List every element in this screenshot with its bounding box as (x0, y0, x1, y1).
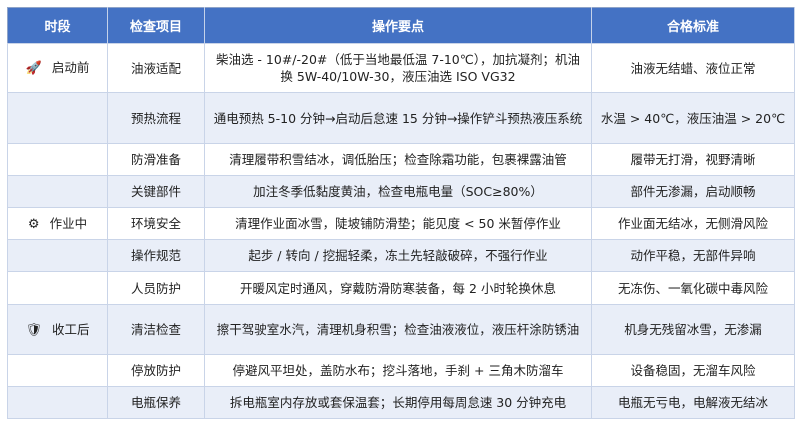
phase-cell (7, 354, 108, 387)
header-phase: 时段 (7, 7, 108, 44)
phase-cell (7, 239, 108, 272)
operation-cell: 清理履带积雪结冰，调低胎压；检查除霜功能，包裹裸露油管 (204, 143, 592, 176)
standard-cell: 作业面无结冰，无侧滑风险 (591, 207, 795, 240)
operation-cell: 起步 / 转向 / 挖掘轻柔，冻土先轻敲破碎，不强行作业 (204, 239, 592, 272)
phase-cell (7, 143, 108, 176)
winter-checklist-table: 时段 检查项目 操作要点 合格标准 🚀 启动前 油液适配 柴油选 - 10#/-20#… (7, 7, 795, 419)
standard-cell: 无冻伤、一氧化碳中毒风险 (591, 271, 795, 305)
header-standard: 合格标准 (591, 7, 795, 44)
table-row: 防滑准备 清理履带积雪结冰，调低胎压；检查除霜功能，包裹裸露油管 履带无打滑，视野清… (7, 143, 795, 176)
phase-label: 作业中 (49, 215, 88, 231)
item-cell: 人员防护 (107, 271, 205, 305)
standard-cell: 部件无渗漏，启动顺畅 (591, 175, 795, 208)
item-cell: 预热流程 (107, 92, 205, 144)
item-cell: 清洁检查 (107, 304, 205, 355)
phase-cell: ⚙ 作业中 (7, 207, 108, 240)
phase-cell (7, 92, 108, 144)
item-cell: 停放防护 (107, 354, 205, 387)
standard-cell: 水温 > 40℃，液压油温 > 20℃ (591, 92, 795, 144)
operation-cell: 擦干驾驶室水汽，清理机身积雪；检查油液液位，液压杆涂防锈油 (204, 304, 592, 355)
standard-cell: 机身无残留冰雪，无渗漏 (591, 304, 795, 355)
table-row: 停放防护 停避风平坦处，盖防水布；挖斗落地，手刹 + 三角木防溜车 设备稳固，无溜车… (7, 354, 795, 387)
standard-cell: 设备稳固，无溜车风险 (591, 354, 795, 387)
item-cell: 操作规范 (107, 239, 205, 272)
table-row: ⚙ 作业中 环境安全 清理作业面冰雪，陡坡铺防滑垫；能见度 < 50 米暂停作业 作业面… (7, 207, 795, 240)
phase-cell: 🛡 收工后 (7, 304, 108, 355)
phase-cell (7, 271, 108, 305)
operation-cell: 柴油选 - 10#/-20#（低于当地最低温 7-10℃），加抗凝剂；机油换 5… (204, 43, 592, 93)
operation-cell: 加注冬季低黏度黄油，检查电瓶电量（SOC≥80%） (204, 175, 592, 208)
phase-label: 收工后 (52, 321, 90, 337)
shield-icon: 🛡 (25, 322, 42, 338)
operation-cell: 通电预热 5-10 分钟→启动后怠速 15 分钟→操作铲斗预热液压系统 (204, 92, 592, 144)
table-row: 操作规范 起步 / 转向 / 挖掘轻柔，冻土先轻敲破碎，不强行作业 动作平稳，无部件… (7, 239, 795, 272)
phase-label: 启动前 (51, 60, 90, 75)
standard-cell: 动作平稳，无部件异响 (591, 239, 795, 272)
gear-icon: ⚙ (27, 216, 40, 232)
table-row: 🚀 启动前 油液适配 柴油选 - 10#/-20#（低于当地最低温 7-10℃），加抗… (7, 43, 795, 93)
table-row: 预热流程 通电预热 5-10 分钟→启动后怠速 15 分钟→操作铲斗预热液压系统水… (7, 92, 795, 144)
header-row: 时段 检查项目 操作要点 合格标准 (7, 7, 795, 44)
operation-cell: 停避风平坦处，盖防水布；挖斗落地，手刹 + 三角木防溜车 (204, 354, 592, 387)
header-item: 检查项目 (107, 7, 205, 44)
standard-cell: 电瓶无亏电，电解液无结冰 (591, 386, 795, 419)
table-row: 电瓶保养 拆电瓶室内存放或套保温套；长期停用每周怠速 30 分钟充电 电瓶无亏电，电… (7, 386, 795, 419)
phase-cell (7, 175, 108, 208)
operation-cell: 开暖风定时通风，穿戴防滑防寒装备，每 2 小时轮换休息 (204, 271, 592, 305)
phase-cell (7, 386, 108, 419)
operation-cell: 拆电瓶室内存放或套保温套；长期停用每周怠速 30 分钟充电 (204, 386, 592, 419)
item-cell: 电瓶保养 (107, 386, 205, 419)
operation-cell: 清理作业面冰雪，陡坡铺防滑垫；能见度 < 50 米暂停作业 (204, 207, 592, 240)
phase-cell: 🚀 启动前 (7, 43, 108, 93)
standard-cell: 履带无打滑，视野清晰 (591, 143, 795, 176)
item-cell: 关键部件 (107, 175, 205, 208)
item-cell: 环境安全 (107, 207, 205, 240)
table-row: 关键部件 加注冬季低黏度黄油，检查电瓶电量（SOC≥80%） 部件无渗漏，启动顺畅 (7, 175, 795, 208)
table-row: 人员防护 开暖风定时通风，穿戴防滑防寒装备，每 2 小时轮换休息 无冻伤、一氧化碳中… (7, 271, 795, 305)
item-cell: 油液适配 (107, 43, 205, 93)
item-cell: 防滑准备 (107, 143, 205, 176)
table-row: 🛡 收工后 清洁检查 擦干驾驶室水汽，清理机身积雪；检查油液液位，液压杆涂防锈油 机身无… (7, 304, 795, 355)
header-operation: 操作要点 (204, 7, 592, 44)
rocket-icon: 🚀 (25, 61, 42, 76)
standard-cell: 油液无结蜡、液位正常 (591, 43, 795, 93)
